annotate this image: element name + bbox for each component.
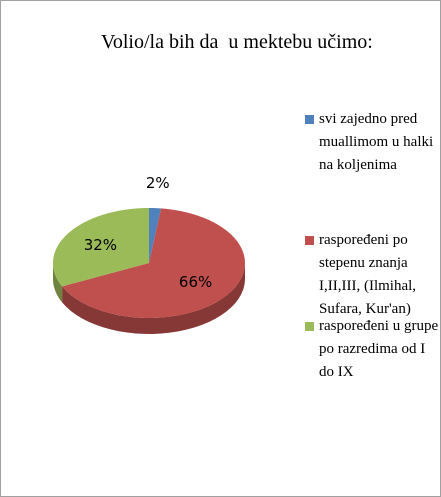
slice xyxy=(53,208,150,287)
slice xyxy=(62,208,245,318)
legend-swatch xyxy=(305,236,314,245)
chart-title: Volio/la bih da u mektebu učimo: xyxy=(101,31,373,53)
legend-item: raspoređeni po stepenu znanja I,II,III, … xyxy=(305,229,439,321)
legend-swatch xyxy=(305,322,314,331)
slice-side xyxy=(62,263,246,334)
legend-label: raspoređeni u grupe po razredima od I do… xyxy=(319,318,439,380)
data-label: 2% xyxy=(146,174,170,192)
slice xyxy=(149,208,162,263)
legend-item: svi zajedno pred muallimom u halki na ko… xyxy=(305,108,439,177)
data-label: 32% xyxy=(84,236,117,254)
legend-label: svi zajedno pred muallimom u halki na ko… xyxy=(319,111,434,173)
data-label: 66% xyxy=(179,273,212,291)
slice-side xyxy=(53,263,63,303)
legend-item: raspoređeni u grupe po razredima od I do… xyxy=(305,315,439,384)
legend-label: raspoređeni po stepenu znanja I,II,III, … xyxy=(319,232,417,317)
legend-swatch xyxy=(305,115,314,124)
